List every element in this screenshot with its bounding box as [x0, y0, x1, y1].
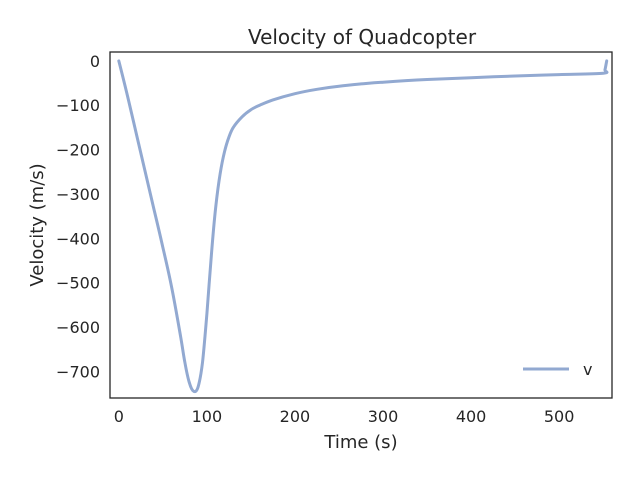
legend-label-v: v: [583, 360, 592, 379]
y-axis-ticks: 0 −100 −200 −300 −400 −500 −600 −700: [56, 52, 100, 382]
x-tick-label: 200: [280, 407, 311, 426]
x-tick-label: 400: [456, 407, 487, 426]
y-tick-label: −400: [56, 229, 100, 248]
y-tick-label: −100: [56, 96, 100, 115]
x-tick-label: 500: [544, 407, 575, 426]
x-axis-ticks: 0 100 200 300 400 500: [114, 407, 575, 426]
y-tick-label: −600: [56, 318, 100, 337]
chart-title: Velocity of Quadcopter: [248, 25, 477, 49]
series-line-v: [117, 59, 609, 394]
x-axis-label: Time (s): [323, 432, 397, 453]
y-tick-label: −300: [56, 185, 100, 204]
y-tick-label: −500: [56, 274, 100, 293]
x-tick-label: 300: [368, 407, 399, 426]
y-axis-label: Velocity (m/s): [27, 163, 48, 286]
legend: v: [523, 360, 592, 379]
y-tick-label: −200: [56, 141, 100, 160]
y-tick-label: 0: [90, 52, 100, 71]
plot-frame: [109, 51, 613, 399]
y-tick-label: −700: [56, 362, 100, 381]
x-tick-label: 100: [192, 407, 223, 426]
x-tick-label: 0: [114, 407, 124, 426]
series-layer: [117, 59, 609, 394]
